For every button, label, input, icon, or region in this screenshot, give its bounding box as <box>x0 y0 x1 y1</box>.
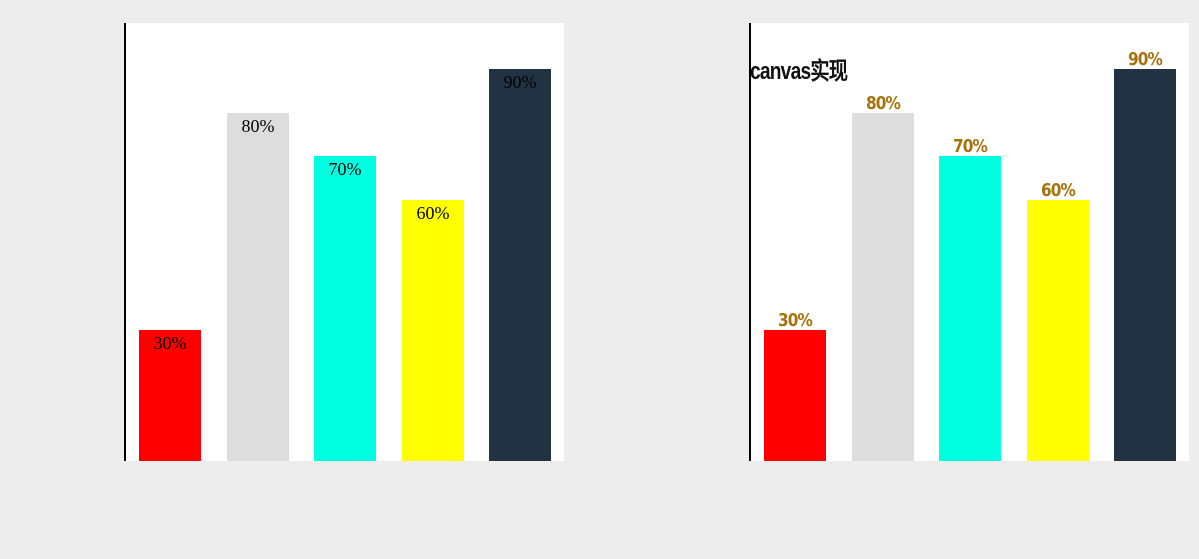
bar-1 <box>764 330 826 461</box>
chart-title: canvas实现 <box>750 58 848 85</box>
bar-label-3: 70% <box>952 136 988 157</box>
bar-4 <box>402 200 464 461</box>
bar-label-2: 80% <box>865 93 901 114</box>
bar-4 <box>1027 200 1089 461</box>
bars-container: 30% 80% 70% 60% 90% <box>750 23 1189 461</box>
bar-5 <box>489 69 551 461</box>
y-axis-line <box>124 23 126 461</box>
bar-5 <box>1114 69 1176 461</box>
bar-label-1: 30% <box>153 333 187 353</box>
bar-label-4: 60% <box>416 203 450 223</box>
bar-label-1: 30% <box>777 310 813 331</box>
y-axis-line <box>749 23 751 461</box>
bar-label-2: 80% <box>241 116 275 136</box>
bar-label-3: 70% <box>328 159 362 179</box>
bar-label-5: 90% <box>503 72 537 92</box>
bar-label-5: 90% <box>1127 49 1163 70</box>
bar-2 <box>227 113 289 461</box>
canvas-bar-chart: canvas实现 30% 80% 70% 60% 90% <box>749 23 1189 461</box>
bar-1 <box>139 330 201 461</box>
bar-2 <box>852 113 914 461</box>
bar-3 <box>314 156 376 461</box>
bar-3 <box>939 156 1001 461</box>
bar-label-4: 60% <box>1040 180 1076 201</box>
html-bar-chart: 30% 80% 70% 60% 90% <box>124 23 564 461</box>
bars-container: 30% 80% 70% 60% 90% <box>125 23 564 461</box>
